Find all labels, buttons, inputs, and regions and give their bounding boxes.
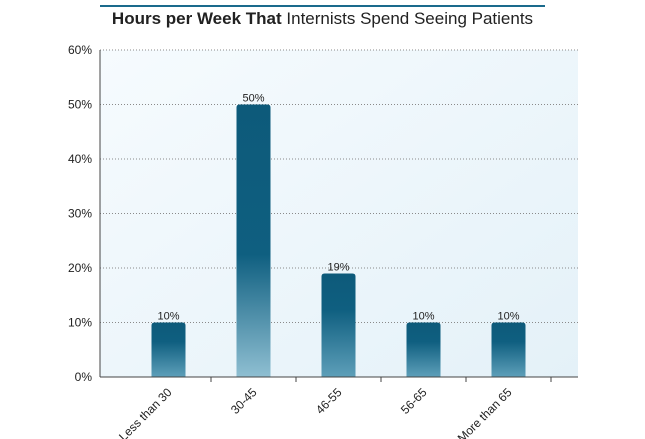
data-label: 50%	[242, 93, 264, 105]
y-tick-label: 30%	[68, 207, 92, 221]
bar	[236, 104, 271, 377]
y-tick-label: 40%	[68, 152, 92, 166]
title-rule	[100, 5, 545, 7]
chart-title: Hours per Week That Internists Spend See…	[0, 9, 645, 29]
y-tick-label: 20%	[68, 261, 92, 275]
data-label: 10%	[412, 311, 434, 323]
x-tick-label: 46-55	[313, 385, 345, 417]
x-tick-label: 56-65	[398, 385, 430, 417]
y-tick-label: 10%	[68, 316, 92, 330]
y-tick-label: 50%	[68, 98, 92, 112]
x-tick-label: More than 65	[455, 385, 515, 439]
data-label: 10%	[157, 311, 179, 323]
data-label: 19%	[327, 261, 349, 273]
x-tick-label: 30-45	[228, 385, 260, 417]
y-tick-label: 0%	[75, 370, 93, 384]
data-label: 10%	[497, 311, 519, 323]
x-tick-label: Less than 30	[116, 385, 175, 439]
bar	[151, 322, 186, 377]
chart-title-area: Hours per Week That Internists Spend See…	[0, 0, 645, 40]
chart-title-regular: Internists Spend Seeing Patients	[286, 9, 534, 28]
bar	[406, 322, 441, 377]
chart-title-bold: Hours per Week That	[111, 9, 282, 28]
y-tick-label: 60%	[68, 43, 92, 57]
bar	[321, 273, 356, 377]
bar	[491, 322, 526, 377]
